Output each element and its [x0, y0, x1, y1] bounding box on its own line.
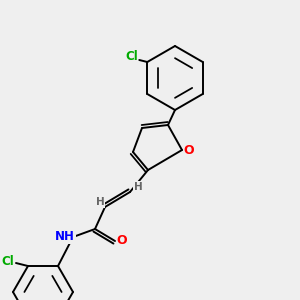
Text: NH: NH: [55, 230, 75, 244]
Text: Cl: Cl: [2, 254, 14, 268]
Text: O: O: [184, 143, 194, 157]
Text: O: O: [117, 235, 127, 248]
Text: Cl: Cl: [125, 50, 138, 64]
Text: H: H: [96, 197, 104, 207]
Text: H: H: [134, 182, 142, 192]
